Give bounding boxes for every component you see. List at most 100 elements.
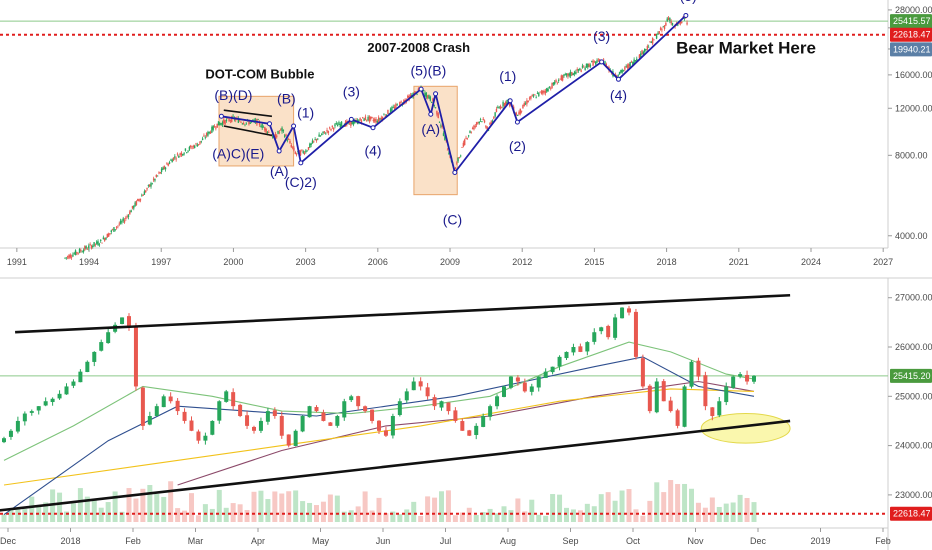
bottom-candle-body [29,411,34,413]
top-candle-body [216,123,218,128]
top-candle-body [334,124,336,127]
top-candle-body [131,205,134,209]
bottom-candle-body [675,410,680,426]
volume-bar [293,490,299,522]
volume-bar [362,491,368,522]
top-candle-body [262,126,265,128]
top-candle-body [568,73,570,76]
bottom-candle-body [356,396,361,407]
top-candle-body [111,229,114,231]
bottom-candle-body [286,434,291,446]
volume-bar [376,497,382,522]
top-candle-body [490,121,492,125]
top-candle-body [495,109,498,112]
top-candle-body [283,135,286,138]
bottom-candle-body [446,402,451,412]
top-candle-body [516,115,519,117]
top-candle-body [74,250,77,255]
top-candle-body [318,134,320,137]
top-candle-body [677,24,679,26]
top-candle-body [540,91,543,94]
top-candle-body [338,122,340,125]
bottom-candle-body [36,406,41,411]
bottom-candle-body [522,382,527,392]
volume-bar [737,494,743,522]
top-candle-body [467,135,470,137]
top-candle-body [307,147,310,150]
top-candle-body [494,112,496,117]
top-candle-body [186,152,188,154]
top-x-tick-label: 2018 [657,257,677,267]
bottom-candle-body [668,400,673,412]
top-candle-body [282,129,285,132]
bottom-candle-body [613,317,618,338]
top-candle-body [461,147,463,148]
top-candle-body [671,22,674,26]
bottom-candle-body [481,416,486,427]
top-candle-body [322,131,324,134]
top-candle-body [302,151,304,153]
bottom-price-badge: 25415.20 [893,371,931,381]
top-candle-body [110,230,113,233]
bottom-candle-body [377,420,381,431]
top-candle-body [168,162,171,164]
volume-bar [425,496,431,522]
bottom-candle-body [488,406,493,417]
top-candle-body [107,233,110,237]
top-candle-body [281,127,283,132]
top-candle-body [534,94,536,96]
volume-bar [473,515,479,522]
top-candle-body [331,125,334,128]
top-candle-body [479,119,482,121]
top-candle-body [127,215,130,218]
top-candle-body [148,184,151,187]
top-candle-body [363,118,365,121]
wave-pivot [683,12,689,18]
top-candle-body [543,91,545,93]
bottom-candle-body [224,391,229,402]
top-candle-body [114,229,116,231]
bottom-x-tick-label: 2018 [60,536,80,546]
top-candle-body [651,37,654,44]
top-candle-body [428,94,430,99]
top-candle-body [321,134,323,136]
bottom-candle-body [661,381,666,402]
top-candle-body [163,165,165,170]
wave-pivot [433,91,439,97]
bottom-candle-body [508,376,513,388]
bottom-candle-body [265,411,270,422]
top-candle-body [126,216,128,218]
top-candle-body [542,90,544,94]
top-candle-body [415,91,417,93]
top-candle-body [634,60,637,62]
volume-bar [126,488,132,522]
top-candle-body [587,63,589,68]
top-candle-body [530,96,532,99]
top-candle-body [393,106,396,110]
volume-bar [355,506,361,522]
bottom-x-tick-label: Sep [562,536,578,546]
bottom-candle-body [647,385,652,412]
bottom-candle-body [363,406,368,412]
top-candle-body [387,109,389,114]
top-candle-body [557,80,560,81]
top-candle-body [215,127,217,129]
bottom-candle-body [703,375,708,407]
top-candle-body [407,95,409,98]
top-candle-body [370,116,372,120]
top-x-tick-label: 2009 [440,257,460,267]
bottom-candles [2,305,756,448]
top-candle-body [469,131,471,133]
top-y-tick-label: 4000.00 [895,231,928,241]
bottom-candle-body [272,410,277,417]
bottom-candle-body [745,374,750,382]
wave-pivot [507,98,513,104]
top-candle-body [96,241,98,244]
top-candle-body [515,112,518,115]
bottom-candle-body [432,397,437,407]
top-candle-body [563,74,565,77]
top-candle-body [396,104,398,106]
top-candle-body [257,119,259,121]
bottom-candle-body [22,413,27,422]
